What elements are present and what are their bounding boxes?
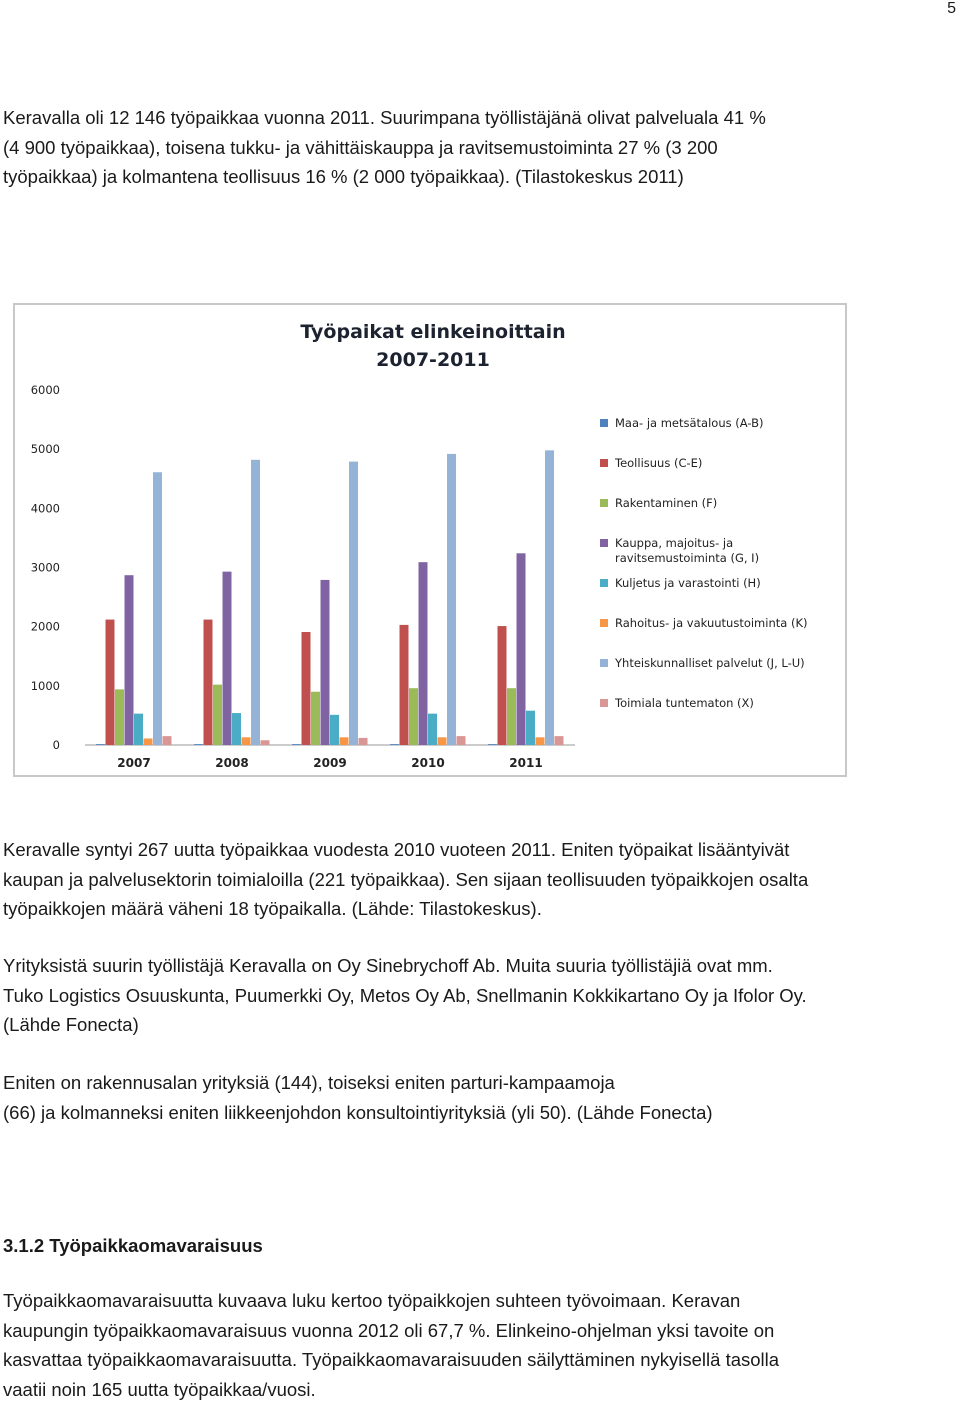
legend-label: Toimiala tuntematon (X) (614, 696, 754, 710)
paragraph-company-types: Eniten on rakennusalan yrityksiä (144), … (3, 1072, 713, 1123)
legend-label: Teollisuus (C-E) (614, 456, 702, 470)
bar (456, 736, 466, 745)
bar (124, 575, 134, 745)
bar (358, 737, 368, 745)
bar (545, 450, 554, 745)
legend-swatch (600, 659, 608, 667)
legend-label: ravitsemustoiminta (G, I) (615, 551, 759, 565)
bar (153, 472, 162, 745)
bar (349, 461, 358, 745)
x-category-label: 2011 (509, 756, 542, 770)
bar (526, 710, 535, 745)
legend-label: Rakentaminen (F) (615, 496, 717, 510)
x-category-label: 2009 (313, 756, 346, 770)
legend-label: Maa- ja metsätalous (A-B) (615, 416, 763, 430)
bar (134, 713, 143, 745)
bar (409, 688, 418, 745)
bar (162, 736, 172, 745)
bar (292, 744, 301, 745)
y-tick-label: 0 (53, 738, 60, 752)
y-tick-label: 2000 (31, 620, 60, 634)
bar (535, 737, 545, 745)
intro-paragraph: Keravalla oli 12 146 työpaikkaa vuonna 2… (3, 107, 766, 187)
paragraph-new-jobs: Keravalle syntyi 267 uutta työpaikkaa vu… (3, 839, 809, 919)
bar (203, 619, 213, 745)
bar (301, 631, 311, 745)
bar (232, 713, 241, 745)
x-category-label: 2007 (117, 756, 150, 770)
y-tick-label: 4000 (31, 501, 60, 515)
paragraph-self-sufficiency: Työpaikkaomavaraisuutta kuvaava luku ker… (3, 1290, 780, 1400)
legend-swatch (600, 459, 608, 467)
y-tick-label: 3000 (31, 561, 60, 575)
legend-label: Rahoitus- ja vakuutustoiminta (K) (615, 616, 807, 630)
bar (143, 738, 153, 745)
chart-title-line2: 2007-2011 (376, 349, 490, 371)
legend-label: Kauppa, majoitus- ja (615, 536, 733, 550)
bar (516, 553, 526, 745)
y-tick-label: 1000 (31, 679, 60, 693)
bar (330, 714, 339, 745)
page-number: 5 (947, 0, 956, 17)
legend-swatch (600, 579, 608, 587)
bar (339, 737, 349, 745)
legend-swatch (600, 699, 608, 707)
bar (488, 744, 497, 745)
bar (96, 744, 105, 745)
paragraph-employers: Yrityksistä suurin työllistäjä Keravalla… (3, 955, 807, 1035)
bar (554, 736, 564, 745)
y-tick-label: 5000 (31, 442, 60, 456)
bar (418, 562, 428, 745)
bar (437, 737, 447, 745)
legend-label: Yhteiskunnalliset palvelut (J, L-U) (614, 656, 805, 670)
legend-swatch (600, 499, 608, 507)
bar (260, 740, 270, 745)
employment-chart: Työpaikat elinkeinoittain 2007-2011 0 1000 2… (13, 303, 847, 777)
bar (390, 744, 399, 745)
legend-swatch (600, 619, 608, 627)
bar (320, 579, 330, 745)
bar (105, 619, 115, 745)
bar (447, 453, 456, 745)
bar (251, 459, 260, 745)
bar (241, 737, 251, 745)
x-category-label: 2008 (215, 756, 248, 770)
section-heading: 3.1.2 Työpaikkaomavaraisuus (3, 1235, 263, 1256)
legend-swatch (600, 419, 608, 427)
bar (497, 626, 507, 745)
bar (213, 684, 222, 745)
bar (194, 744, 203, 745)
bar (428, 713, 437, 745)
bar (222, 571, 232, 745)
chart-canvas: Työpaikat elinkeinoittain 2007-2011 0 1000 2… (31, 321, 808, 770)
x-category-label: 2010 (411, 756, 444, 770)
bar (115, 689, 124, 745)
y-tick-label: 6000 (31, 383, 60, 397)
bar (507, 688, 516, 745)
legend-label: Kuljetus ja varastointi (H) (615, 576, 761, 590)
bar (399, 624, 409, 745)
chart-title-line1: Työpaikat elinkeinoittain (300, 321, 565, 343)
legend-swatch (600, 539, 608, 547)
bar (311, 691, 320, 745)
